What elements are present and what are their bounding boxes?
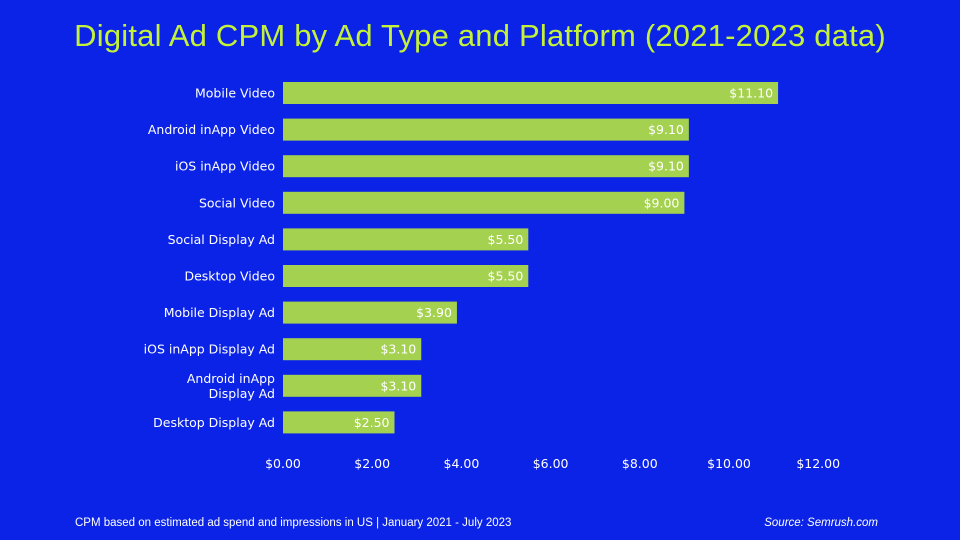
bar-value-label: $5.50	[488, 269, 524, 284]
category-label: Android inApp	[187, 371, 275, 386]
chart-title: Digital Ad CPM by Ad Type and Platform (…	[74, 18, 886, 53]
bar	[283, 374, 422, 397]
bar	[283, 118, 689, 141]
bar-value-label: $2.50	[354, 415, 390, 430]
category-label: Desktop Display Ad	[153, 415, 275, 430]
bar-value-label: $9.10	[648, 122, 684, 137]
bar-value-label: $9.00	[644, 195, 680, 210]
bar-value-label: $9.10	[648, 159, 684, 174]
footer-note: CPM based on estimated ad spend and impr…	[75, 517, 512, 529]
category-label: Android inApp Video	[148, 122, 275, 137]
bar	[283, 338, 422, 361]
bar	[283, 411, 395, 434]
bar-value-label: $5.50	[488, 232, 524, 247]
bar	[283, 82, 779, 104]
category-label: Mobile Display Ad	[164, 305, 275, 320]
x-tick-label: $0.00	[265, 456, 301, 471]
x-tick-label: $6.00	[533, 456, 569, 471]
category-label: Display Ad	[209, 386, 275, 401]
bar-value-label: $3.10	[380, 342, 416, 357]
bar-value-label: $3.90	[416, 305, 452, 320]
category-label: iOS inApp Video	[175, 159, 275, 174]
x-tick-label: $10.00	[707, 456, 751, 471]
category-label: Desktop Video	[184, 269, 275, 284]
x-tick-label: $4.00	[444, 456, 480, 471]
category-label: Mobile Video	[195, 86, 275, 101]
bar-value-label: $3.10	[380, 378, 416, 393]
x-tick-label: $2.00	[354, 456, 390, 471]
bar	[283, 301, 457, 324]
bar	[283, 155, 689, 178]
x-tick-label: $12.00	[796, 456, 840, 471]
bar	[283, 228, 529, 251]
bar-value-label: $11.10	[729, 86, 773, 101]
bar	[283, 191, 685, 214]
x-tick-label: $8.00	[622, 456, 658, 471]
category-label: Social Display Ad	[168, 232, 275, 247]
bar	[283, 265, 529, 287]
source-credit: Source: Semrush.com	[764, 517, 878, 529]
category-label: iOS inApp Display Ad	[144, 342, 275, 357]
category-label: Social Video	[199, 195, 275, 210]
